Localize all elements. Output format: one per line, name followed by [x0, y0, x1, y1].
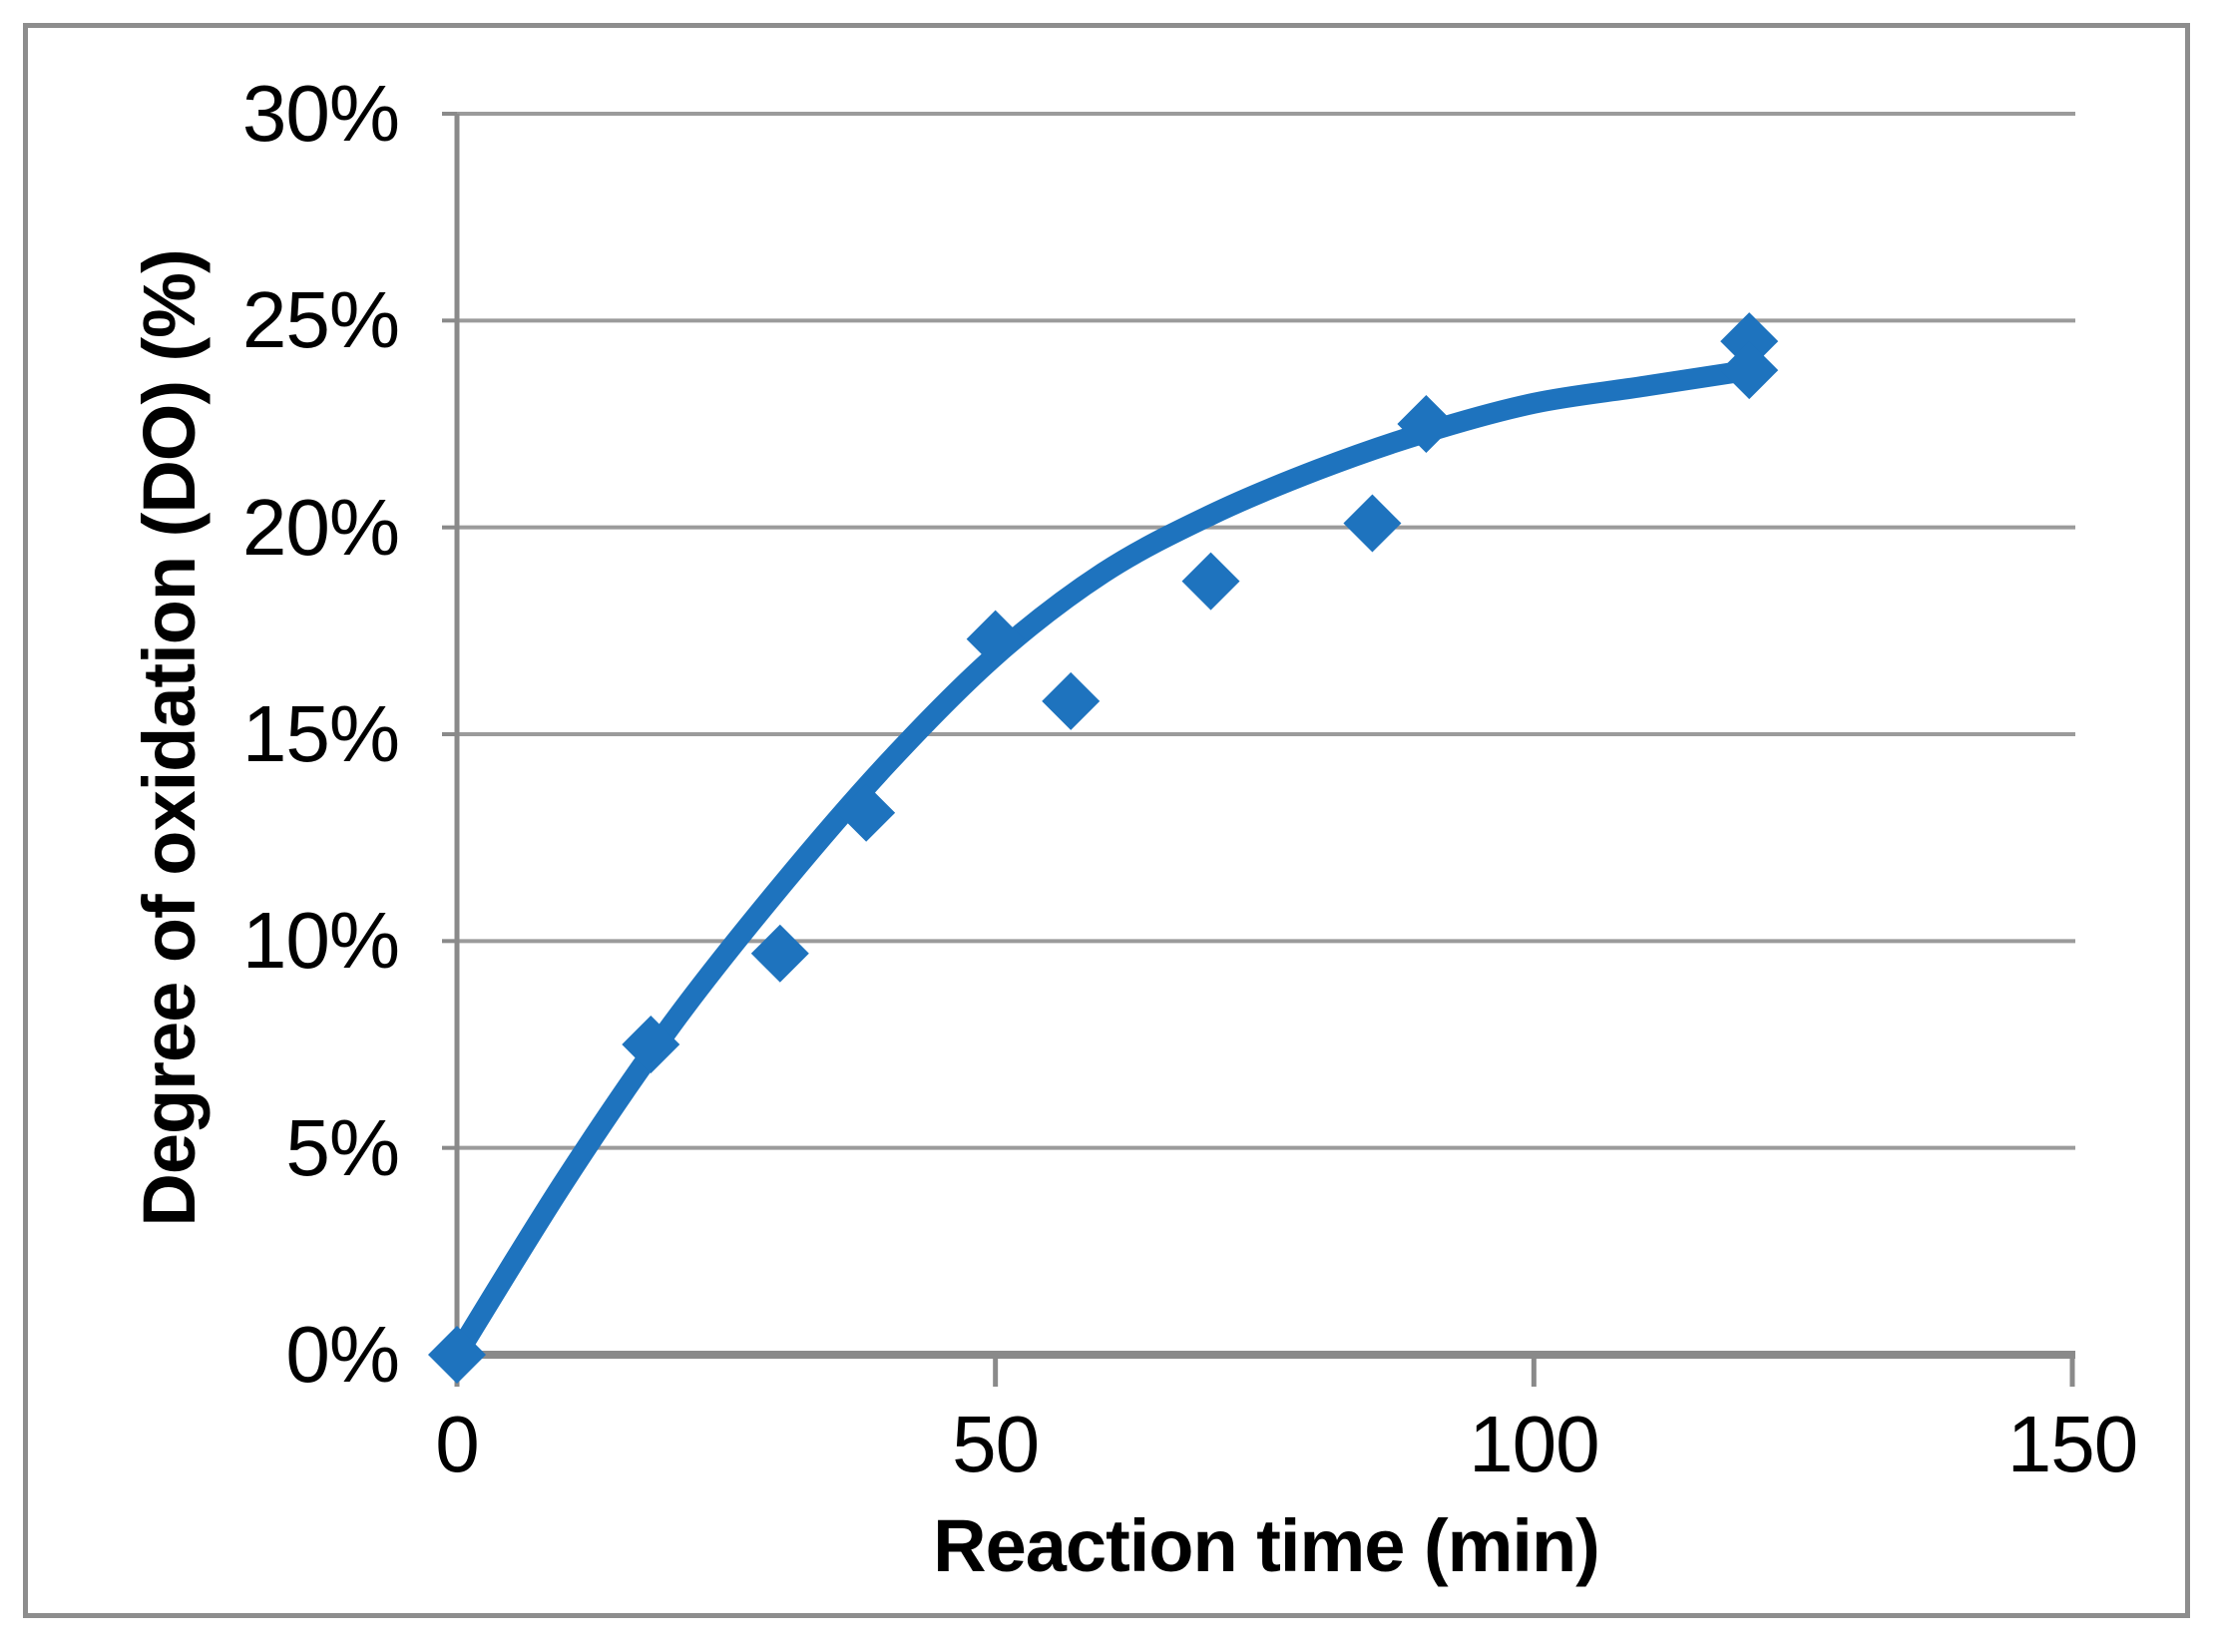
data-point-marker-2	[750, 924, 809, 983]
data-point-marker-8	[1397, 395, 1456, 453]
x-tick-label-150: 150	[2006, 1400, 2138, 1488]
data-point-marker-4	[966, 610, 1025, 668]
data-point-marker-0	[428, 1326, 486, 1384]
data-point-marker-6	[1181, 552, 1240, 611]
y-axis-title: Degree of oxidation (DO) (%)	[128, 249, 211, 1227]
y-tick-label-25%: 25%	[241, 275, 400, 365]
y-tick-label-5%: 5%	[285, 1102, 400, 1192]
x-tick-label-0: 0	[435, 1400, 479, 1488]
data-point-marker-10	[1720, 341, 1779, 400]
y-tick-label-15%: 15%	[241, 689, 400, 778]
x-tick-label-50: 50	[952, 1400, 1040, 1488]
data-point-marker-9	[1720, 312, 1779, 371]
chart-border	[23, 23, 2190, 1618]
data-point-marker-7	[1343, 494, 1402, 553]
data-point-marker-1	[622, 1016, 680, 1073]
y-tick-label-0%: 0%	[285, 1310, 400, 1399]
x-axis-title: Reaction time (min)	[933, 1504, 1600, 1587]
data-point-marker-3	[837, 783, 896, 842]
y-tick-label-20%: 20%	[241, 482, 400, 572]
data-point-marker-5	[1042, 671, 1101, 730]
y-tick-label-10%: 10%	[241, 896, 400, 986]
trendline-curve	[446, 359, 1760, 1366]
x-tick-label-100: 100	[1469, 1400, 1599, 1488]
y-tick-label-30%: 30%	[241, 69, 400, 158]
